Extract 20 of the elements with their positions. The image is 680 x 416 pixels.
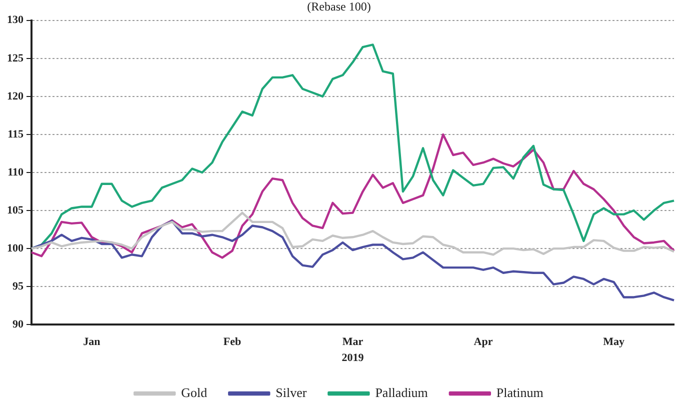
x-tick-label: Jan: [83, 336, 100, 348]
y-tick-label: 115: [8, 128, 24, 140]
x-tick-label: Feb: [223, 336, 242, 348]
x-tick-label: Apr: [474, 336, 493, 348]
y-tick-label: 105: [7, 204, 24, 216]
legend-label: Platinum: [496, 384, 544, 400]
y-tick-label: 100: [7, 242, 24, 254]
legend-label: Palladium: [375, 384, 428, 400]
x-tick-label: May: [603, 336, 625, 348]
y-tick-label: 110: [8, 166, 24, 178]
y-tick-label: 125: [7, 52, 24, 64]
y-tick-label: 95: [12, 280, 24, 292]
legend-label: Gold: [181, 384, 208, 400]
y-tick-label: 90: [12, 318, 24, 330]
x-tick-label: Mar: [342, 336, 364, 348]
y-tick-label: 130: [7, 14, 24, 26]
y-tick-label: 120: [7, 90, 24, 102]
legend-label: Silver: [276, 384, 308, 400]
x-axis-title: 2019: [342, 352, 364, 364]
chart-subtitle: (Rebase 100): [307, 0, 371, 14]
